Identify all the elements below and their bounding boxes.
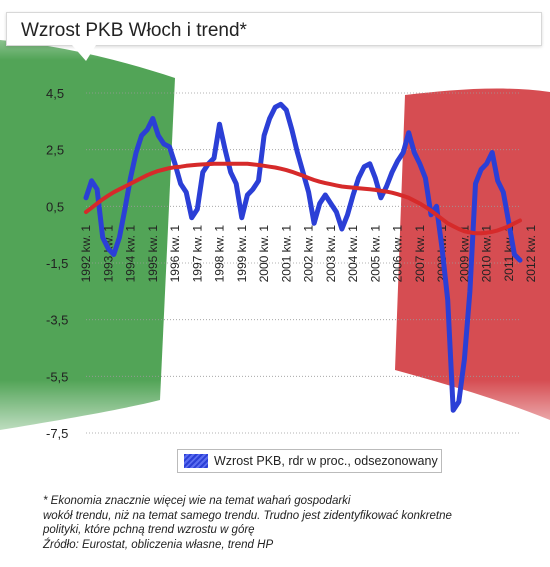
title-callout-tail — [72, 45, 96, 61]
x-tick-label: 1994 kw. 1 — [124, 225, 138, 283]
y-axis-tick-labels: 4,5 2,5 0,5 -1,5 -3,5 -5,5 -7,5 — [46, 86, 68, 441]
y-tick-label: -1,5 — [46, 256, 68, 271]
gridlines — [86, 92, 520, 434]
x-axis-tick-labels: 1992 kw. 1 1993 kw. 1 1994 kw. 1 1995 kw. 1… — [79, 225, 538, 283]
x-tick-label: 2009 kw. 1 — [457, 225, 471, 283]
x-tick-label: 1998 kw. 1 — [213, 225, 227, 283]
y-tick-label: 4,5 — [46, 86, 64, 101]
y-tick-label: -5,5 — [46, 369, 68, 384]
series-lines — [83, 101, 523, 413]
x-tick-label: 1992 kw. 1 — [79, 225, 93, 283]
footer-area — [0, 460, 550, 567]
footnote-line-2: wokół trendu, niż na temat samego trendu… — [43, 509, 452, 522]
x-tick-label: 2002 kw. 1 — [302, 225, 316, 283]
y-tick-label: -7,5 — [46, 426, 68, 441]
x-tick-label: 1995 kw. 1 — [146, 225, 160, 283]
y-tick-label: 2,5 — [46, 143, 64, 158]
x-tick-label: 2005 kw. 1 — [368, 225, 382, 283]
x-tick-label: 1997 kw. 1 — [190, 225, 204, 283]
series-line-trend — [84, 161, 522, 236]
legend-label-gdp: Wzrost PKB, rdr w proc., odsezonowany — [214, 454, 438, 468]
series-line-gdp — [83, 101, 523, 413]
title-box: Wzrost PKB Włoch i trend* — [6, 12, 542, 46]
x-tick-label: 2001 kw. 1 — [279, 225, 293, 283]
x-tick-label: 2007 kw. 1 — [413, 225, 427, 283]
x-tick-label: 2006 kw. 1 — [391, 225, 405, 283]
flag-green-band — [0, 40, 175, 430]
footnote: * Ekonomia znacznie więcej wie na temat … — [43, 494, 523, 552]
footnote-line-3: polityki, które pchną trend wzrostu w gó… — [43, 524, 255, 536]
x-tick-label: 2000 kw. 1 — [257, 225, 271, 283]
y-tick-label: -3,5 — [46, 313, 68, 328]
x-tick-label: 1999 kw. 1 — [235, 225, 249, 283]
x-tick-label: 2003 kw. 1 — [324, 225, 338, 283]
footnote-line-4: Źródło: Eurostat, obliczenia własne, tre… — [43, 538, 274, 551]
x-tick-label: 2012 kw. 1 — [524, 225, 538, 283]
legend: Wzrost PKB, rdr w proc., odsezonowany — [177, 449, 442, 473]
legend-swatch-gdp — [184, 454, 208, 468]
x-tick-label: 2010 kw. 1 — [480, 225, 494, 283]
x-tick-label: 2004 kw. 1 — [346, 225, 360, 283]
chart-title: Wzrost PKB Włoch i trend* — [21, 20, 247, 41]
y-tick-label: 0,5 — [46, 199, 64, 214]
flag-fade-bottom — [0, 380, 550, 460]
x-tick-label: 1996 kw. 1 — [168, 225, 182, 283]
footnote-line-1: * Ekonomia znacznie więcej wie na temat … — [43, 495, 351, 507]
